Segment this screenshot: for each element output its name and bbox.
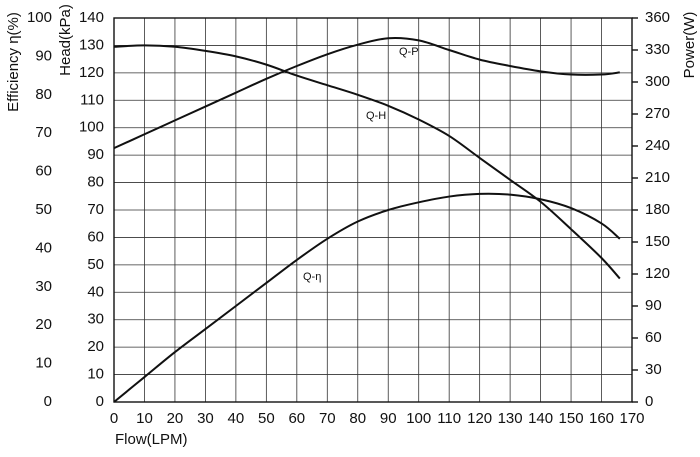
- y-tick-label: 70: [87, 201, 104, 218]
- y-tick-label: 130: [79, 36, 104, 53]
- y2-tick-label: 300: [645, 73, 670, 90]
- y-tick-label: 120: [79, 64, 104, 81]
- y2-tick-label: 0: [645, 393, 653, 410]
- y-tick-label: 140: [79, 9, 104, 26]
- curve: [113, 44, 621, 280]
- x-tick-label: 80: [349, 410, 366, 427]
- y-tick-label: 80: [87, 174, 104, 191]
- x-tick-label: 20: [167, 410, 184, 427]
- y2-tick-label: 120: [645, 265, 670, 282]
- y-tick-label: 0: [96, 393, 104, 410]
- y3-tick-label: 0: [44, 393, 52, 410]
- x-tick-label: 40: [228, 410, 245, 427]
- x-tick-label: 10: [136, 410, 153, 427]
- y-tick-label: 100: [79, 119, 104, 136]
- curve: [113, 192, 621, 403]
- x-tick-label: 60: [288, 410, 305, 427]
- y2-tick-label: 270: [645, 105, 670, 122]
- y3-tick-label: 90: [35, 47, 52, 64]
- y2-tick-label: 150: [645, 233, 670, 250]
- y3-tick-label: 60: [35, 163, 52, 180]
- x-tick-label: 90: [380, 410, 397, 427]
- x-tick-label: 70: [319, 410, 336, 427]
- y3-tick-label: 70: [35, 124, 52, 141]
- y3-axis-label: Efficiency η(%): [5, 12, 22, 112]
- curve-label: Q-P: [399, 46, 419, 58]
- x-tick-label: 120: [467, 410, 492, 427]
- y3-tick-label: 50: [35, 201, 52, 218]
- x-tick-label: 110: [437, 410, 461, 427]
- y3-tick-label: 100: [27, 9, 52, 26]
- y2-tick-label: 210: [645, 169, 670, 186]
- y-axis-label: Head(kPa): [57, 4, 74, 76]
- curve-label: Q-H: [366, 110, 386, 122]
- y2-tick-label: 60: [645, 329, 662, 346]
- y-tick-label: 50: [87, 256, 104, 273]
- y-tick-label: 10: [87, 366, 104, 383]
- y-tick-label: 20: [87, 338, 104, 355]
- curve-label: Q-η: [303, 271, 321, 283]
- y2-tick-label: 330: [645, 41, 670, 58]
- x-tick-label: 0: [110, 410, 118, 427]
- y-tick-label: 30: [87, 311, 104, 328]
- x-axis-label: Flow(LPM): [115, 431, 188, 448]
- y3-tick-label: 80: [35, 86, 52, 103]
- x-tick-label: 50: [258, 410, 275, 427]
- curve: [113, 37, 620, 150]
- x-tick-label: 30: [197, 410, 214, 427]
- y-tick-label: 40: [87, 283, 104, 300]
- x-tick-label: 140: [528, 410, 553, 427]
- y2-tick-label: 30: [645, 361, 662, 378]
- x-tick-label: 150: [559, 410, 584, 427]
- y3-tick-label: 10: [35, 355, 52, 372]
- y2-tick-label: 180: [645, 201, 670, 218]
- y2-tick-label: 360: [645, 9, 670, 26]
- y3-tick-label: 40: [35, 239, 52, 256]
- y3-tick-label: 20: [35, 316, 52, 333]
- y-tick-label: 90: [87, 146, 104, 163]
- x-tick-label: 160: [589, 410, 614, 427]
- y2-tick-label: 240: [645, 137, 670, 154]
- y2-tick-label: 90: [645, 297, 662, 314]
- x-tick-label: 170: [619, 410, 644, 427]
- x-tick-label: 130: [498, 410, 523, 427]
- y-tick-label: 110: [80, 91, 104, 108]
- y2-axis-label: Power(W): [681, 12, 698, 79]
- x-tick-label: 100: [406, 410, 431, 427]
- y3-tick-label: 30: [35, 278, 52, 295]
- y-tick-label: 60: [87, 228, 104, 245]
- plot-frame: [113, 17, 633, 403]
